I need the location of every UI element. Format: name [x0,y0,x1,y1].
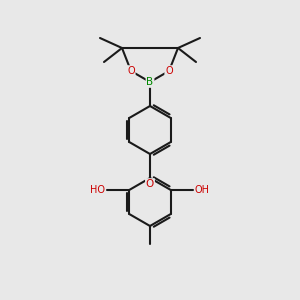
Text: O: O [146,179,154,189]
Text: O: O [127,66,135,76]
Text: O: O [165,66,173,76]
Text: B: B [146,77,154,87]
Text: HO: HO [90,185,105,195]
Text: OH: OH [195,185,210,195]
